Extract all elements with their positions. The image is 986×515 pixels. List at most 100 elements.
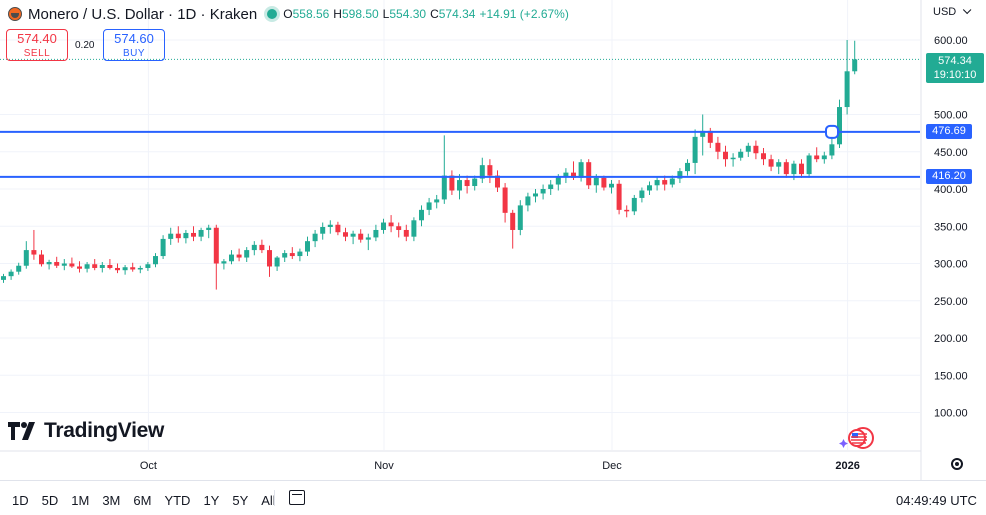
sell-button[interactable]: 574.40 SELL: [6, 29, 68, 61]
candle-body: [852, 59, 858, 72]
candle-body: [46, 262, 52, 265]
candle-up: [244, 247, 250, 263]
candle-up: [426, 197, 432, 216]
candle-down: [799, 159, 804, 178]
candle-body: [39, 254, 44, 265]
candle-body: [84, 264, 90, 269]
x-tick-label: 2026: [835, 460, 859, 472]
candle-up: [548, 180, 554, 195]
candle-up: [745, 142, 751, 157]
ohlc-value-c: 574.34: [438, 7, 476, 21]
candle-down: [723, 145, 728, 167]
ohlc-values: O558.56 H598.50 L554.30 C574.34 +14.91 (+2.6…: [283, 7, 573, 21]
candle-up: [99, 262, 105, 273]
range-3m[interactable]: 3M: [102, 493, 121, 508]
range-5y[interactable]: 5Y: [232, 493, 249, 508]
candle-up: [434, 194, 440, 209]
ohlc-key-l: L: [382, 7, 390, 21]
sell-price: 574.40: [17, 31, 57, 46]
candle-body: [586, 162, 592, 186]
candle-body: [206, 227, 212, 230]
range-1m[interactable]: 1M: [71, 493, 90, 508]
candle-body: [388, 222, 394, 227]
y-tick-label: 100.00: [934, 408, 968, 420]
range-selector[interactable]: 1D 5D 1M 3M 6M YTD 1Y 5Y All: [12, 493, 289, 508]
candle-body: [23, 250, 29, 266]
candle-body: [426, 202, 432, 210]
horizontal-levels[interactable]: [0, 124, 920, 178]
candle-down: [343, 227, 348, 242]
candle-down: [31, 229, 37, 260]
news-flag-icon[interactable]: [839, 427, 877, 449]
level-tag[interactable]: 476.69: [926, 124, 972, 140]
candle-down: [449, 170, 455, 195]
candle-body: [449, 175, 455, 191]
candle-up: [198, 227, 204, 242]
candle-down: [510, 209, 516, 249]
candle-body: [358, 233, 364, 240]
candle-up: [206, 224, 212, 239]
candle-body: [837, 107, 842, 145]
candle-up: [517, 200, 523, 236]
currency-selector[interactable]: USD: [933, 6, 968, 18]
candle-body: [236, 254, 242, 258]
candle-down: [259, 239, 265, 254]
candle-up: [122, 264, 128, 275]
y-tick-label: 200.00: [934, 333, 968, 345]
range-5d[interactable]: 5D: [41, 493, 59, 508]
candle-body: [434, 199, 440, 203]
symbol-title: Monero / U.S. Dollar · 1D · Kraken: [28, 5, 258, 23]
candle-up: [829, 136, 835, 160]
candle-body: [403, 229, 409, 237]
candle-down: [624, 205, 630, 218]
candle-up: [806, 153, 812, 178]
candle-body: [312, 233, 318, 242]
candle-up: [677, 168, 683, 184]
candle-body: [806, 155, 812, 175]
candle-up: [647, 181, 652, 195]
candle-body: [198, 229, 204, 237]
y-tick-label: 350.00: [934, 221, 968, 233]
range-1d[interactable]: 1D: [12, 493, 29, 508]
candle-body: [365, 237, 371, 240]
range-all[interactable]: All: [261, 493, 276, 508]
range-1y[interactable]: 1Y: [203, 493, 220, 508]
candle-body: [700, 130, 706, 137]
candle-body: [419, 209, 424, 221]
candle-body: [122, 267, 128, 271]
candle-down: [715, 136, 721, 160]
candle-up: [700, 114, 706, 156]
candle-body: [593, 177, 599, 186]
buy-button[interactable]: 574.60 BUY: [103, 29, 165, 61]
candle-up: [137, 265, 143, 274]
candle-body: [61, 263, 67, 266]
candle-body: [396, 226, 402, 230]
candle-body: [183, 232, 189, 239]
candle-body: [77, 266, 82, 269]
candle-body: [282, 253, 288, 258]
utc-clock[interactable]: 04:49:49 UTC: [896, 493, 977, 508]
candle-body: [631, 197, 637, 212]
bar-countdown: 19:10:10: [933, 69, 977, 81]
candle-down: [768, 154, 774, 172]
candle-up: [540, 184, 546, 200]
candle-body: [251, 244, 257, 251]
candle-body: [54, 262, 60, 266]
candle-body: [548, 184, 554, 189]
candle-body: [297, 251, 303, 257]
y-tick-label: 450.00: [934, 147, 968, 159]
calendar-icon[interactable]: [289, 490, 305, 505]
candle-body: [654, 180, 660, 186]
level-tag[interactable]: 416.20: [926, 169, 972, 185]
candle-up: [639, 187, 645, 203]
axis-settings-icon[interactable]: [951, 458, 963, 470]
candle-body: [662, 180, 668, 185]
level-handle: [825, 124, 839, 139]
range-6m[interactable]: 6M: [133, 493, 152, 508]
candle-body: [137, 267, 143, 270]
symbol-header[interactable]: Monero / U.S. Dollar · 1D · Kraken O558.…: [8, 5, 573, 23]
candle-up: [84, 262, 90, 273]
range-ytd[interactable]: YTD: [164, 493, 191, 508]
candle-body: [844, 71, 850, 108]
